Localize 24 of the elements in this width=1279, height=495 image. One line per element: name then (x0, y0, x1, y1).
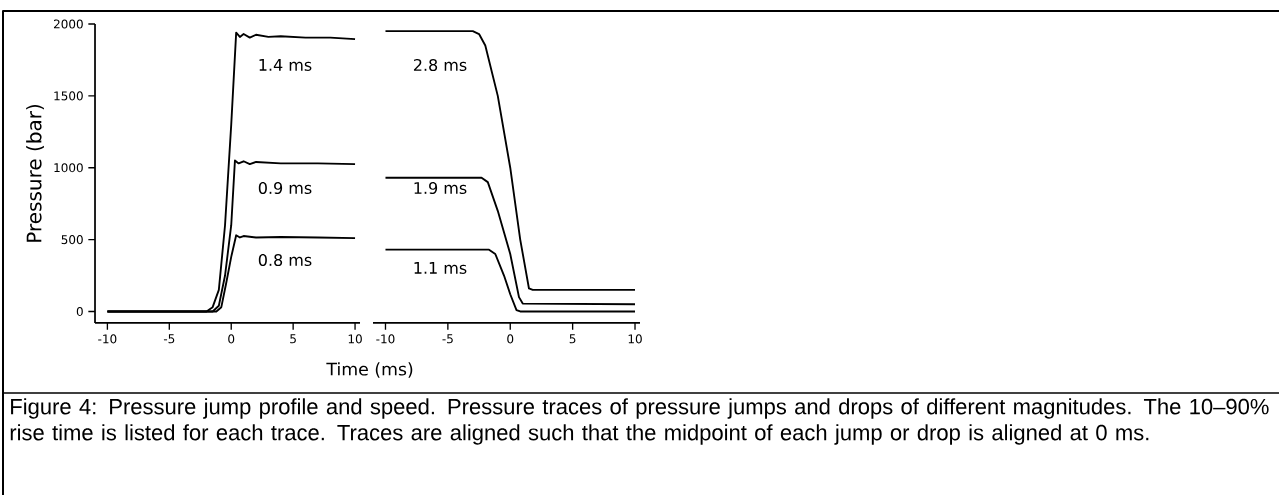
x-tick-label: 10 (348, 334, 362, 344)
y-tick-label: 1500 (54, 91, 83, 101)
y-axis-title: Pressure (bar) (26, 104, 44, 242)
y-tick-label: 0 (76, 306, 83, 317)
x-tick-label: -5 (163, 334, 175, 344)
x-tick-label: 5 (569, 334, 576, 344)
x-tick-label: -10 (98, 334, 117, 344)
y-tick-label: 500 (61, 235, 83, 245)
x-tick-label: 0 (228, 334, 235, 344)
x-tick-label: 5 (290, 334, 296, 344)
annotation: 1.4 ms (259, 59, 312, 71)
x-tick-label: -10 (376, 334, 395, 344)
y-tick-label: 2000 (53, 19, 83, 29)
annotation: 1.1 ms (414, 262, 467, 274)
annotation: 0.8 ms (258, 253, 312, 267)
x-tick-label: 0 (507, 334, 514, 344)
caption: Figure 4: Pressure jump profile and speed. Pressure traces of pressure jumps and drops of different magnitudes. The 10–90% rise time is listed for each trace. Traces are aligned such that the midpoint of each jump or drop is aligned at 0 ms. (10, 398, 1269, 445)
x-tick-label: -5 (442, 334, 453, 344)
y-tick-label: 1000 (54, 163, 83, 173)
annotation: 2.8 ms (413, 58, 467, 72)
annotation: 1.9 ms (414, 181, 467, 195)
x-axis-title: Time (ms) (326, 362, 413, 378)
annotation: 0.9 ms (258, 181, 312, 195)
x-tick-label: 10 (628, 334, 642, 344)
